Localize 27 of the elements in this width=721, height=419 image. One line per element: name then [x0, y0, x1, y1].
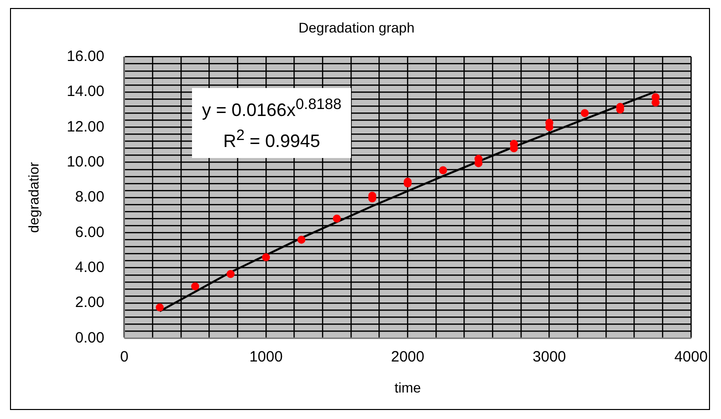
x-tick-label: 1000 — [249, 348, 283, 366]
x-tick-label: 0 — [120, 348, 129, 366]
point — [191, 282, 200, 290]
x-tick-label: 2000 — [390, 348, 424, 366]
y-tick-label: 12.00 — [66, 118, 104, 136]
x-axis-title: time — [394, 379, 422, 396]
point — [262, 253, 270, 262]
y-tick-label: 8.00 — [75, 188, 104, 206]
y-tick-label: 2.00 — [75, 294, 104, 312]
point — [580, 109, 589, 118]
x-tick-label: 3000 — [532, 348, 566, 366]
point — [297, 236, 306, 244]
point — [439, 166, 448, 174]
point — [332, 214, 341, 223]
point — [226, 270, 235, 278]
x-tick-label: 4000 — [674, 348, 708, 366]
y-axis-title: degradatior — [25, 162, 42, 233]
y-tick-label: 10.00 — [66, 153, 104, 170]
annotation: y = 0.0166x$^{0.8188}$ — [202, 95, 342, 122]
y-tick-label: 4.00 — [75, 258, 104, 276]
y-tick-label: 0.00 — [75, 329, 104, 346]
point — [156, 303, 164, 312]
y-tick-label: 16.00 — [66, 48, 104, 65]
chart-title: Degradation graph — [298, 19, 414, 36]
y-tick-label: 6.00 — [75, 224, 104, 241]
y-tick-label: 14.00 — [66, 83, 104, 100]
annotation: R$^{2}$ = 0.9945 — [222, 126, 322, 153]
